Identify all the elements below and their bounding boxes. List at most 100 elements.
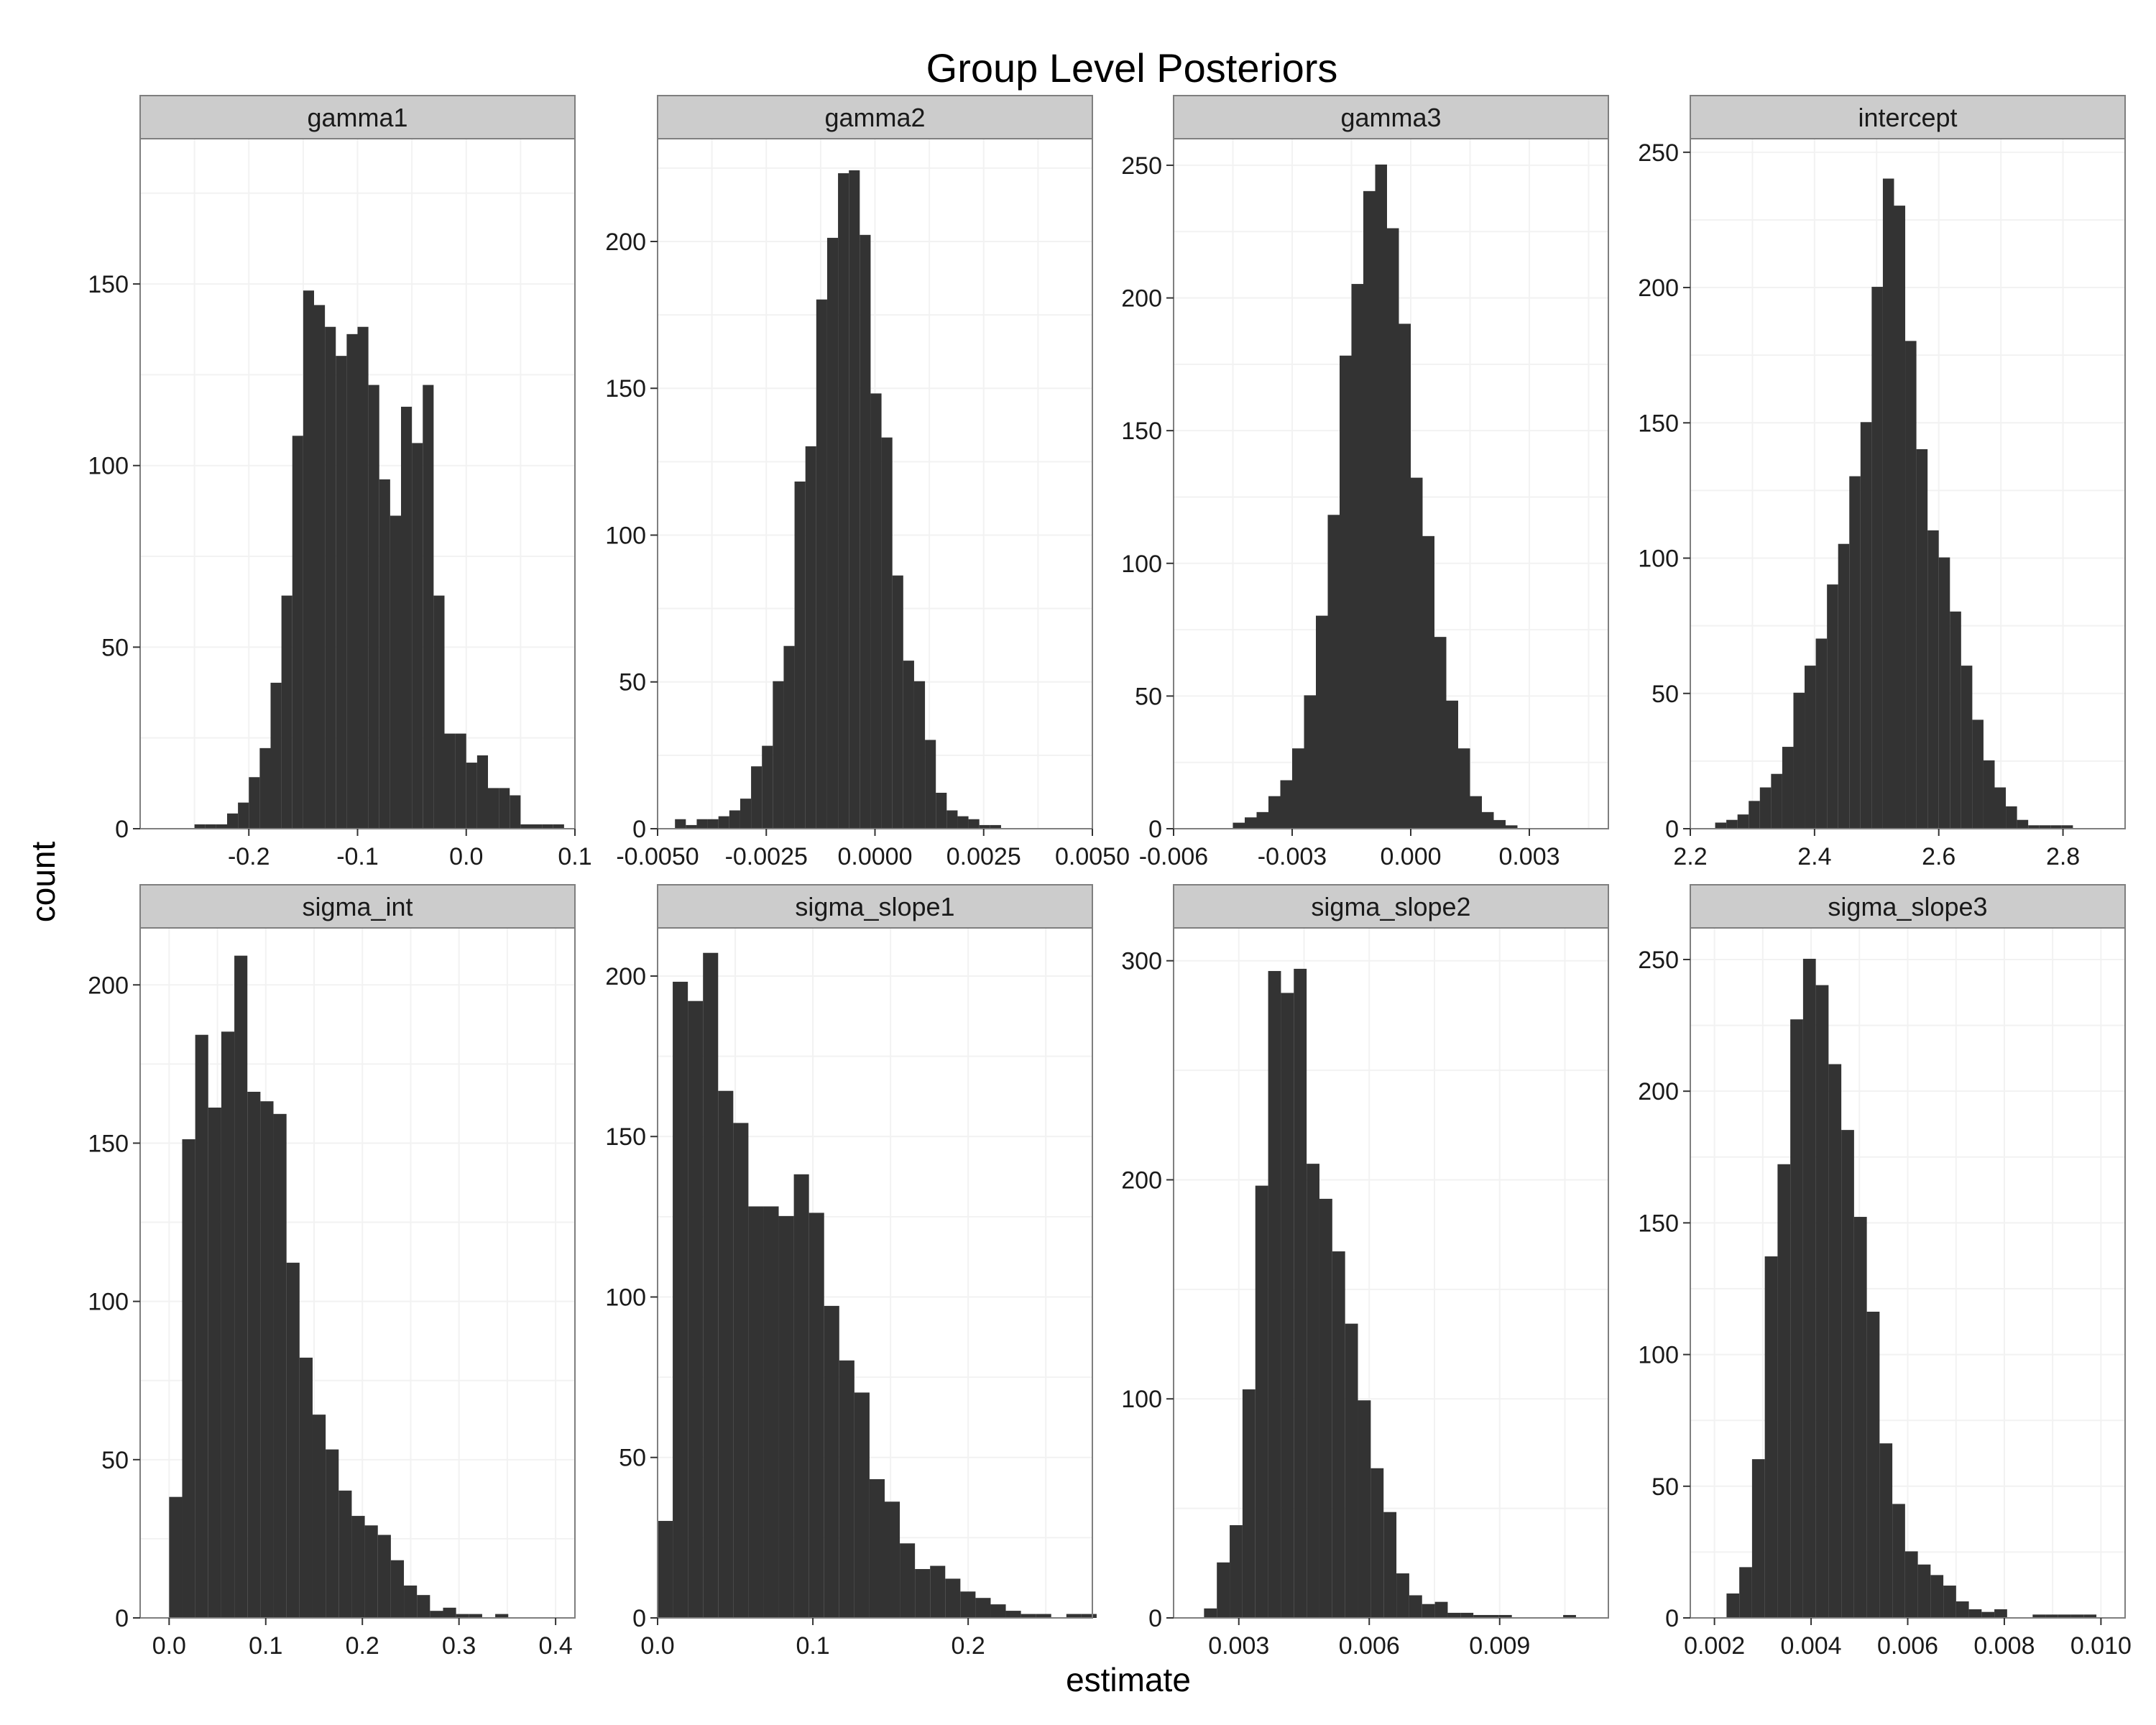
histogram-bar: [990, 1604, 1006, 1618]
histogram-bar: [838, 173, 849, 829]
histogram-bar: [1849, 476, 1861, 829]
histogram-bar: [1327, 515, 1340, 829]
x-tick-label: 0.010: [2070, 1632, 2132, 1660]
histogram-bar: [1233, 822, 1245, 829]
x-tick-label: 0.009: [1469, 1632, 1530, 1660]
histogram-bar: [1994, 787, 2007, 829]
facet-strip: [1173, 95, 1609, 139]
histogram-bar: [900, 1543, 916, 1618]
histogram-bar: [1036, 1614, 1051, 1618]
histogram-bar: [303, 290, 314, 829]
x-tick-label: 0.0: [449, 843, 483, 870]
histogram-bar: [1280, 780, 1292, 829]
histogram-bar: [675, 819, 686, 829]
histogram-bar: [869, 1479, 885, 1618]
histogram-bar: [1422, 535, 1434, 829]
histogram-bar: [2058, 1614, 2071, 1618]
y-tick-label: 200: [1121, 285, 1162, 313]
histogram-bar: [1498, 1614, 1512, 1618]
histogram-bar: [338, 1490, 352, 1618]
histogram-bar: [351, 1516, 365, 1618]
histogram-bar: [729, 810, 740, 829]
histogram-bar: [968, 819, 980, 829]
histogram-bar: [870, 393, 882, 829]
y-tick-label: 0: [1665, 816, 1679, 843]
y-tick-label: 150: [1121, 418, 1162, 445]
y-tick-label: 0: [1148, 1605, 1162, 1632]
histogram-bar: [195, 1034, 208, 1618]
histogram-bar: [377, 1535, 391, 1618]
panel-intercept: intercept 0 50 100 150 200 250 2.2 2.4 2.6 2.8: [1638, 95, 2126, 870]
histogram-bar: [1793, 692, 1805, 829]
histogram-bar: [299, 1357, 313, 1618]
histogram-bar: [1943, 1586, 1956, 1618]
histogram-bar: [1917, 1564, 1931, 1618]
histogram-bar: [925, 740, 936, 829]
facet-strip-label: sigma_slope3: [1828, 892, 1987, 921]
histogram-bar: [903, 661, 914, 829]
x-tick-label: 0.0000: [838, 843, 913, 870]
histogram-bar: [1871, 287, 1883, 829]
y-tick-label: 100: [1638, 1342, 1679, 1369]
y-tick-label: 150: [1638, 1210, 1679, 1237]
histogram-bar: [221, 1031, 235, 1618]
histogram-bar: [762, 745, 773, 829]
histogram-bar: [456, 1614, 469, 1618]
chart-title: Group Level Posteriors: [926, 45, 1338, 91]
histogram-bar: [1005, 1611, 1021, 1618]
facet-strip-label: sigma_slope1: [795, 892, 954, 921]
histogram-bar: [346, 334, 358, 829]
x-tick-label: 2.2: [1673, 843, 1707, 870]
panel-gamma3: gamma3 0 50 100 150 200 250 -0.006 -0.003 0.000 0.…: [1121, 95, 1609, 870]
y-tick-label: 200: [1121, 1167, 1162, 1194]
histogram-bar: [1838, 543, 1850, 829]
histogram-bar: [205, 824, 216, 829]
histogram-bar: [1409, 1595, 1422, 1618]
histogram-bar: [2045, 1614, 2058, 1618]
histogram-bar: [466, 763, 477, 829]
histogram-bar: [751, 766, 763, 829]
histogram-bar: [238, 802, 249, 829]
histogram-bar: [208, 1108, 221, 1618]
y-tick-label: 0: [115, 816, 129, 843]
histogram-bar: [1983, 760, 1995, 829]
y-tick-label: 250: [1638, 947, 1679, 974]
facet-strip: [657, 95, 1093, 139]
histogram-bar: [520, 824, 532, 829]
y-tick-label: 200: [88, 972, 129, 999]
histogram-bar: [1782, 747, 1794, 829]
histogram-bar: [292, 436, 303, 829]
histogram-bar: [979, 824, 990, 829]
x-tick-label: -0.2: [228, 843, 270, 870]
histogram-bar: [390, 1560, 405, 1618]
y-axis-label: count: [24, 841, 62, 923]
histogram-bar: [990, 824, 1001, 829]
histogram-bar: [1307, 1164, 1319, 1618]
histogram-bar: [1332, 1251, 1345, 1618]
histogram-bar: [1726, 1593, 1740, 1618]
facet-strip-label: sigma_int: [302, 892, 413, 921]
panel-sigma_slope1: sigma_slope1 0 50 100 150 200 0.0 0.1 0.2: [605, 884, 1097, 1660]
panel-border: [657, 927, 1093, 1619]
histogram-bar: [1396, 1573, 1409, 1618]
histogram-bar: [703, 952, 719, 1618]
y-tick-label: 200: [1638, 275, 1679, 302]
histogram-bar: [1860, 422, 1872, 829]
histogram-bar: [364, 1525, 378, 1618]
y-tick-label: 250: [1121, 152, 1162, 180]
panel-border: [139, 927, 576, 1619]
y-tick-label: 200: [605, 229, 646, 256]
histogram-bar: [1230, 1525, 1243, 1618]
histogram-bar: [1950, 611, 1961, 829]
histogram-bar: [975, 1598, 991, 1618]
histogram-bar: [1217, 1562, 1230, 1618]
y-tick-label: 50: [619, 1445, 646, 1472]
y-tick-label: 100: [88, 1289, 129, 1316]
histogram-bar: [404, 1585, 418, 1618]
facet-strip: [139, 884, 576, 929]
histogram-bar: [1726, 819, 1738, 829]
histogram-bar: [960, 1591, 976, 1618]
histogram-bar: [1387, 228, 1399, 829]
histogram-bar: [1790, 1019, 1803, 1618]
